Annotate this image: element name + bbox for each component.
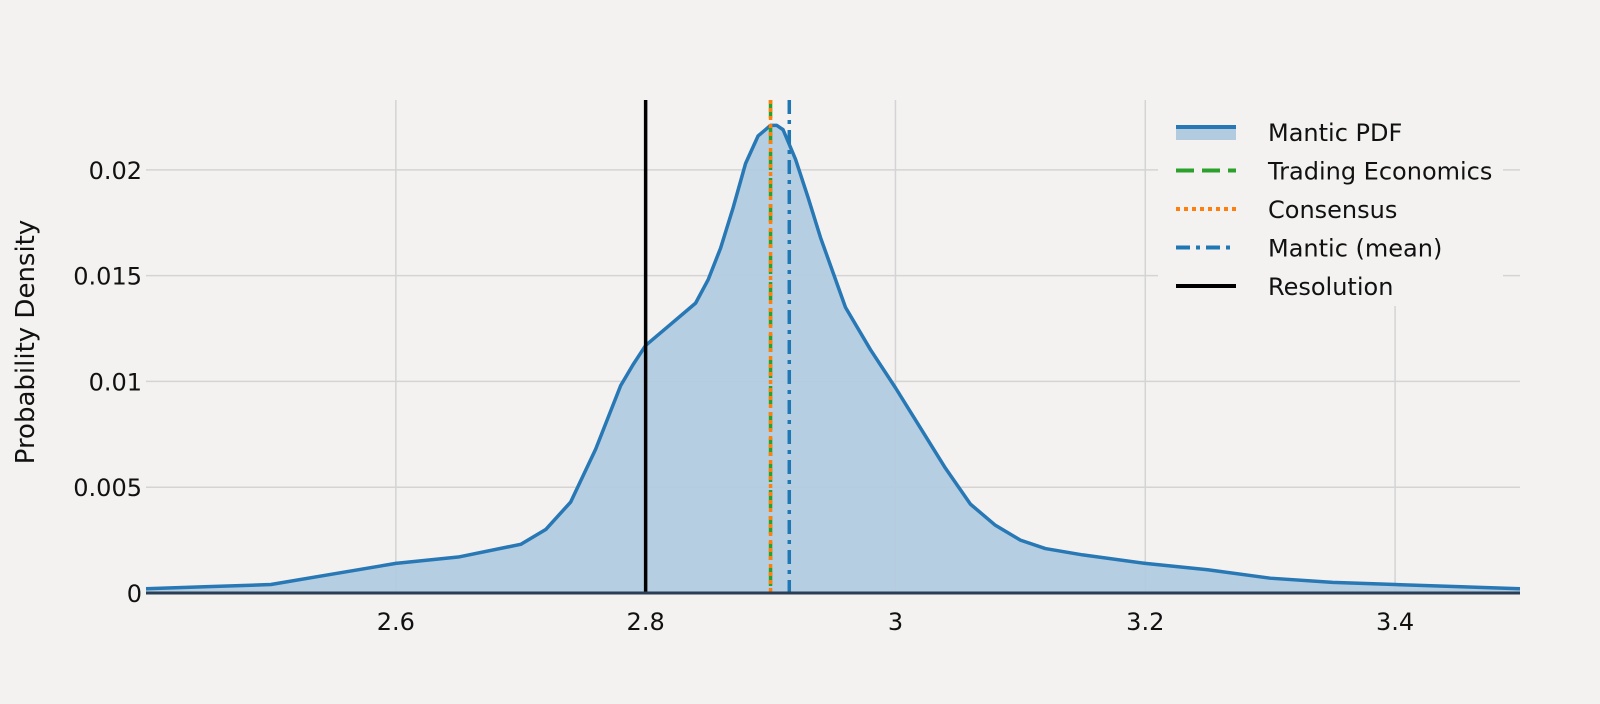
x-tick-label: 2.6 xyxy=(377,608,415,636)
legend-mantic-pdf[interactable]: Mantic PDF xyxy=(1176,119,1402,147)
y-tick-label: 0.01 xyxy=(89,368,142,396)
legend-label: Trading Economics xyxy=(1267,158,1492,186)
x-tick-label: 2.8 xyxy=(627,608,665,636)
legend-label: Mantic PDF xyxy=(1268,119,1402,147)
legend[interactable]: Mantic PDF Trading Economics Consensus Mant… xyxy=(1158,94,1503,306)
legend-label: Consensus xyxy=(1268,196,1397,224)
legend-trading-economics[interactable]: Trading Economics xyxy=(1176,158,1492,186)
legend-label: Mantic (mean) xyxy=(1268,235,1442,263)
y-tick-label: 0.005 xyxy=(73,474,142,502)
y-axis-label: Probability Density xyxy=(11,220,41,465)
legend-swatch-fill xyxy=(1176,126,1236,140)
y-tick-label: 0 xyxy=(127,580,142,608)
y-tick-label: 0.02 xyxy=(89,157,142,185)
x-tick-label: 3 xyxy=(888,608,903,636)
area-layer xyxy=(145,123,1521,593)
legend-mantic-mean[interactable]: Mantic (mean) xyxy=(1176,235,1442,263)
legend-resolution[interactable]: Resolution xyxy=(1176,273,1393,301)
pdf-line xyxy=(145,123,1521,591)
x-tick-label: 3.4 xyxy=(1376,608,1414,636)
pdf-area-fill xyxy=(146,125,1520,593)
y-tick-label: 0.015 xyxy=(73,263,142,291)
legend-label: Resolution xyxy=(1268,273,1393,301)
legend-consensus[interactable]: Consensus xyxy=(1176,196,1397,224)
reference-lines-layer xyxy=(643,100,792,593)
x-tick-label: 3.2 xyxy=(1126,608,1164,636)
axis-layer: 0 0.005 0.01 0.015 0.02 2.6 2.8 3 3.2 3.4 xyxy=(73,157,1520,636)
